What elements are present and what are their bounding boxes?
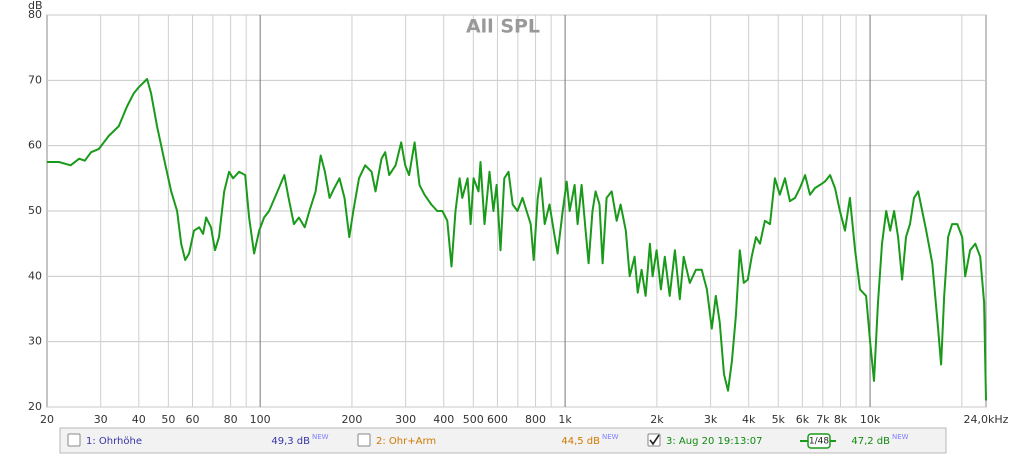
x-tick-label: 600 [487,413,508,426]
legend-badge: NEW [312,433,329,441]
y-tick-label: 70 [28,73,42,86]
x-tick-label: 4k [742,413,756,426]
chart-title: All SPL [466,16,540,38]
x-tick-label: 400 [433,413,454,426]
y-tick-label: 60 [28,139,42,152]
legend-badge: NEW [892,433,909,441]
x-tick-label: 100 [250,413,271,426]
x-tick-label: 2k [650,413,664,426]
x-tick-label: 50 [161,413,175,426]
x-tick-label: 30 [94,413,108,426]
legend-badge: NEW [602,433,619,441]
smoothing-label: 1/48 [809,437,829,447]
x-tick-label: 6k [796,413,810,426]
legend-value: 44,5 dB [561,436,600,447]
legend-label: 3: Aug 20 19:13:07 [666,436,762,447]
x-tick-label: 24,0kHz [964,413,1009,426]
legend-value: 49,3 dB [271,436,310,447]
x-tick-label: 3k [704,413,718,426]
x-tick-label: 1k [558,413,572,426]
x-tick-label: 500 [463,413,484,426]
legend-bar [59,427,947,454]
y-tick-label: 40 [28,269,42,282]
legend-checkbox[interactable] [357,433,371,447]
smoothing-box[interactable] [807,433,831,449]
x-tick-label: 10k [860,413,881,426]
x-tick-label: 60 [185,413,199,426]
legend-label: 2: Ohr+Arm [376,436,436,447]
spl-line [47,78,987,401]
x-tick-label: 40 [132,413,146,426]
x-tick-label: 5k [772,413,786,426]
y-tick-label: 20 [28,400,42,413]
x-tick-label: 7k [816,413,830,426]
y-axis-label: dB [28,0,43,12]
legend-value: 47,2 dB [851,436,890,447]
x-tick-label: 80 [224,413,238,426]
x-tick-label: 20 [40,413,54,426]
check-mark [649,434,660,446]
y-tick-label: 30 [28,335,42,348]
legend-label: 1: Ohrhöhe [86,436,142,447]
x-tick-label: 300 [395,413,416,426]
legend-checkbox[interactable] [67,433,81,447]
x-tick-label: 200 [341,413,362,426]
y-tick-label: 80 [28,8,42,21]
x-tick-label: 800 [525,413,546,426]
y-tick-label: 50 [28,204,42,217]
x-tick-label: 8k [834,413,848,426]
